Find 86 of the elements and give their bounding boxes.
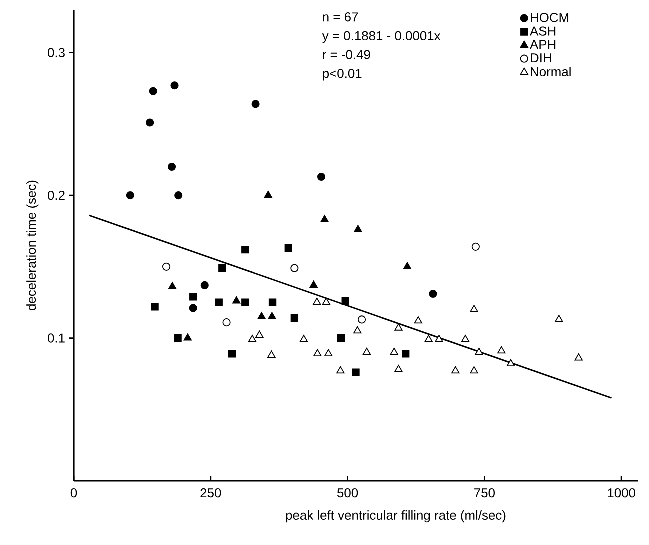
point [149,87,158,96]
annotation: y = 0.1881 - 0.0001x [322,31,441,44]
point [170,82,179,90]
x-tick-label: 0 [70,488,78,498]
point [470,366,478,374]
point [314,349,322,357]
point [189,304,198,312]
point [218,264,226,272]
point [268,298,277,306]
point [256,330,264,338]
point [228,350,236,358]
point [452,366,460,374]
point [435,335,444,342]
point [362,348,372,356]
legend-label: APH [530,40,556,50]
point [313,298,322,306]
point [264,190,272,198]
point [320,215,329,222]
point [215,298,223,306]
point [268,312,276,320]
point [390,348,398,356]
y-tick-label: 0.2 [48,190,65,200]
point [168,162,176,172]
point [126,192,134,200]
legend-label: HOCM [531,13,569,22]
point [352,368,360,376]
point [174,334,182,342]
point [151,303,159,311]
point [354,225,362,232]
point [290,264,299,272]
y-tick-label: 0.1 [48,334,65,343]
point [232,296,241,304]
point [146,118,154,127]
point [322,298,331,306]
point [337,334,346,342]
legend-label: ASH [530,26,556,36]
point [258,312,266,320]
point [336,366,345,374]
point [242,246,250,254]
point [174,192,183,200]
point [472,242,480,251]
point [342,297,350,305]
point [358,316,366,324]
point [248,335,257,342]
legend-label: Normal [531,67,571,77]
point [310,280,318,288]
point [317,172,326,182]
point [252,100,260,108]
point [429,290,438,298]
point [394,324,403,331]
point [300,335,308,342]
x-tick-label: 750 [474,488,495,498]
point [402,350,410,358]
point [414,316,422,324]
point [324,349,333,357]
point [394,365,403,372]
annotation: n = 67 [323,12,358,22]
point [354,326,362,334]
point [268,350,276,358]
point [470,305,478,312]
point [242,298,250,306]
point [284,244,292,252]
point [461,335,470,342]
point [574,354,583,361]
point [184,334,192,341]
x-tick-label: 500 [338,488,358,498]
point [168,282,177,290]
x-axis-title: peak left ventricular filling rate (ml/sec) [286,510,506,523]
point [290,314,299,322]
point [403,262,412,270]
x-tick-label: 1000 [608,488,636,498]
y-axis-title: deceleration time (sec) [26,180,39,310]
annotation: r = -0.49 [323,50,370,60]
annotation: p<0.01 [323,69,362,81]
point [498,346,506,354]
point [190,293,198,301]
point [162,262,171,271]
point [200,281,209,290]
point [222,318,231,327]
point [424,335,433,342]
y-tick-label: 0.3 [48,48,65,58]
legend-label: DIH [531,54,552,63]
point [475,348,484,356]
x-tick-label: 250 [200,488,222,498]
point [506,359,516,367]
point [555,315,564,322]
